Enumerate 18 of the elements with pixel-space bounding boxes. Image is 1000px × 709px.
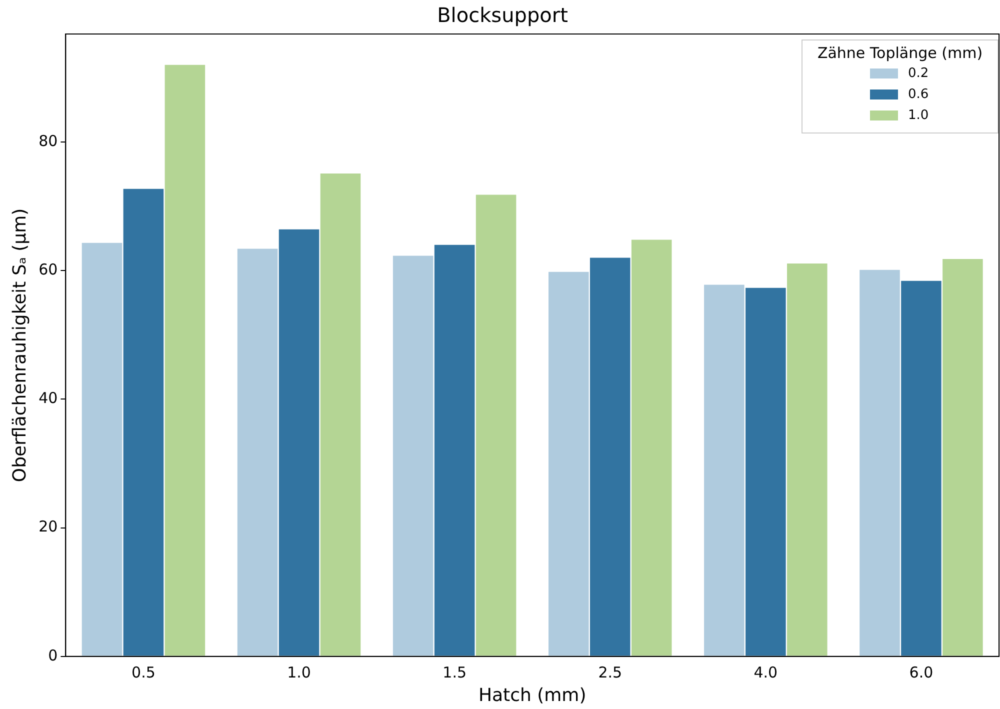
- legend-label: 0.6: [908, 86, 929, 102]
- x-axis-title: Hatch (mm): [478, 684, 586, 706]
- y-tick-label: 20: [38, 518, 58, 536]
- legend-label: 1.0: [908, 108, 929, 123]
- x-tick-label: 1.0: [287, 663, 311, 682]
- x-tick-label: 0.5: [132, 663, 156, 682]
- x-tick-label: 4.0: [754, 663, 778, 682]
- x-tick-label: 6.0: [909, 663, 934, 682]
- legend-label: 0.2: [908, 66, 929, 81]
- chart-title: Blocksupport: [437, 3, 568, 28]
- y-tick-label: 60: [38, 260, 58, 279]
- y-tick-label: 80: [38, 132, 58, 150]
- y-tick-label: 0: [48, 646, 58, 664]
- x-tick-label: 2.5: [598, 663, 622, 682]
- y-tick-label: 40: [38, 389, 58, 408]
- y-axis-title: Oberflächenrauhigkeit Sₐ (µm): [9, 208, 30, 482]
- legend-title: Zähne Toplänge (mm): [817, 44, 983, 62]
- x-tick-label: 1.5: [442, 663, 466, 682]
